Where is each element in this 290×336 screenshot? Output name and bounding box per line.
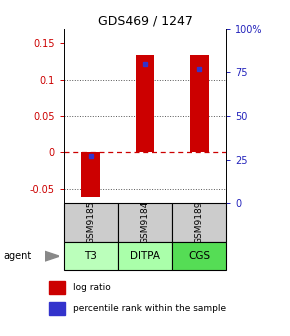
Bar [49, 281, 65, 294]
Bar [64, 242, 118, 270]
Bar [172, 242, 226, 270]
Text: DITPA: DITPA [130, 251, 160, 261]
Text: GSM9185: GSM9185 [86, 201, 95, 244]
Text: percentile rank within the sample: percentile rank within the sample [73, 304, 226, 313]
Bar [118, 242, 172, 270]
Bar [135, 55, 155, 152]
Bar [190, 55, 209, 152]
Bar [49, 302, 65, 315]
Polygon shape [45, 251, 59, 261]
Bar [81, 152, 100, 198]
Text: CGS: CGS [188, 251, 210, 261]
Text: log ratio: log ratio [73, 283, 110, 292]
Text: agent: agent [3, 251, 31, 261]
Title: GDS469 / 1247: GDS469 / 1247 [97, 14, 193, 28]
Bar [172, 203, 226, 242]
Text: GSM9189: GSM9189 [195, 201, 204, 244]
Text: T3: T3 [84, 251, 97, 261]
Bar [118, 203, 172, 242]
Bar [64, 203, 118, 242]
Text: GSM9184: GSM9184 [140, 201, 150, 244]
